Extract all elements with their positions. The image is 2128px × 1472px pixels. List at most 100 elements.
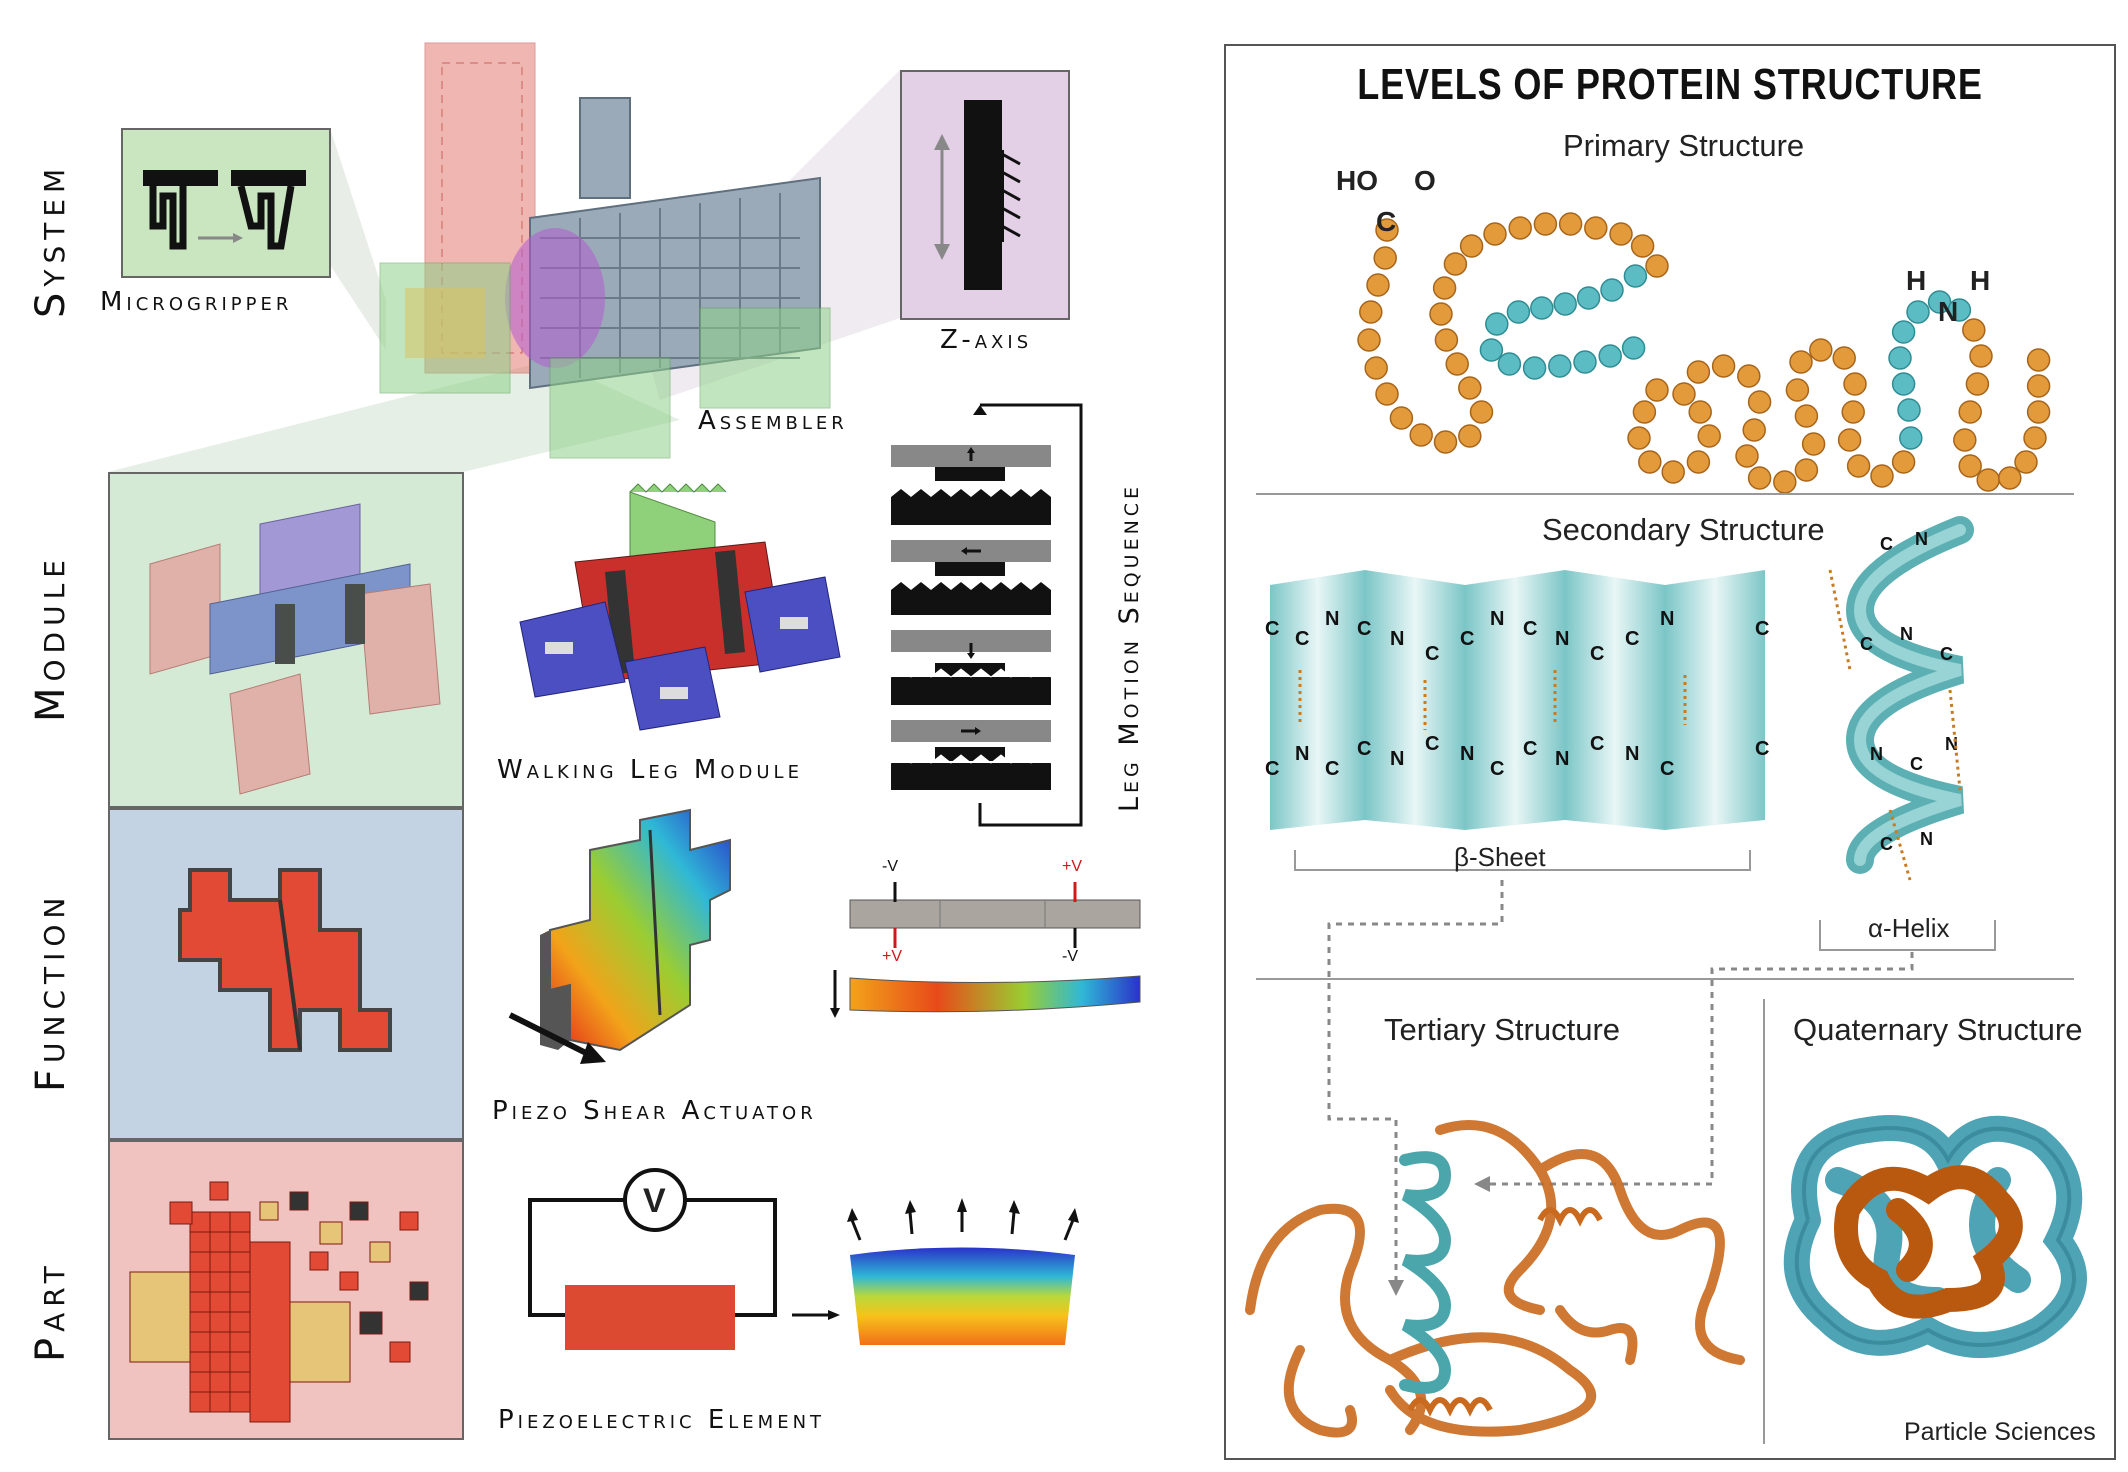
caption-microgripper: Microgripper xyxy=(100,287,293,317)
amino-acid-bead-teal xyxy=(1600,278,1624,302)
amino-acid-bead xyxy=(1661,460,1685,484)
caption-assembler: Assembler xyxy=(698,406,848,436)
tertiary-structure-ribbon xyxy=(1245,1120,1745,1438)
tertiary-structure-label: Tertiary Structure xyxy=(1384,1012,1621,1047)
amino-acid-bead-teal xyxy=(1888,346,1912,370)
amino-acid-bead xyxy=(1747,390,1772,414)
amino-acid-bead-teal xyxy=(1891,372,1916,396)
amino-acid-bead-teal xyxy=(1497,352,1522,376)
amino-acid-bead xyxy=(1645,254,1669,278)
svg-text:N: N xyxy=(1555,748,1569,770)
svg-text:C: C xyxy=(1940,644,1953,664)
svg-text:C: C xyxy=(1325,758,1339,780)
amino-acid-bead xyxy=(1962,318,1986,342)
amino-acid-bead xyxy=(1891,450,1916,474)
svg-text:N: N xyxy=(1625,743,1639,765)
amino-acid-bead-teal xyxy=(1576,286,1601,310)
amino-acid-bead-teal xyxy=(1548,354,1572,378)
carboxyl-o: O xyxy=(1414,165,1436,196)
amino-acid-bead-teal xyxy=(1479,338,1504,362)
amino-acid-bead xyxy=(1832,346,1856,370)
amino-acid-bead-teal xyxy=(1522,356,1547,380)
beta-sheet-label: β-Sheet xyxy=(1454,842,1546,872)
svg-text:N: N xyxy=(1390,748,1404,770)
protein-title: LEVELS OF PROTEIN STRUCTURE xyxy=(1357,60,1983,109)
carboxyl-ho: HO xyxy=(1336,165,1378,196)
secondary-structure-label: Secondary Structure xyxy=(1542,512,1825,547)
amino-acid-bead xyxy=(1843,372,1867,396)
svg-text:N: N xyxy=(1900,624,1913,644)
caption-walking-leg: Walking Leg Module xyxy=(497,755,803,785)
amino-acid-bead-teal xyxy=(1891,320,1916,344)
amino-acid-bead xyxy=(2014,450,2038,474)
svg-text:C: C xyxy=(1523,738,1537,760)
primary-structure-chain xyxy=(1357,212,2051,494)
amino-acid-bead xyxy=(1965,372,1990,396)
amino-acid-bead xyxy=(1409,423,1433,447)
zaxis-panel xyxy=(900,70,1070,320)
svg-text:C: C xyxy=(1295,628,1309,650)
label-plus-v-top: +V xyxy=(1062,858,1083,875)
amine-h1: H xyxy=(1906,265,1927,296)
assembler-illustration xyxy=(379,42,831,459)
amino-acid-bead xyxy=(1998,466,2022,490)
amino-acid-bead xyxy=(1794,458,1819,482)
amino-acid-bead xyxy=(1434,328,1459,352)
svg-text:C: C xyxy=(1357,618,1371,640)
amino-acid-bead xyxy=(1483,222,1507,246)
svg-text:N: N xyxy=(1390,628,1404,650)
svg-text:N: N xyxy=(1490,608,1504,630)
caption-piezo-shear: Piezo Shear Actuator xyxy=(492,1096,817,1126)
leg-step-3 xyxy=(890,630,1052,705)
svg-text:C: C xyxy=(1625,628,1639,650)
amino-acid-bead-teal xyxy=(1485,312,1509,336)
svg-text:C: C xyxy=(1880,534,1893,554)
amino-acid-bead xyxy=(1688,400,1712,424)
amino-acid-bead-teal xyxy=(1530,296,1554,320)
svg-text:C: C xyxy=(1860,634,1873,654)
caption-zaxis: Z-axis xyxy=(940,325,1033,355)
amino-acid-bead xyxy=(1958,400,1982,424)
piezoelectric-circuit xyxy=(528,1168,1079,1350)
svg-text:C: C xyxy=(1265,758,1279,780)
amino-acid-bead xyxy=(1508,216,1532,240)
module-illustration xyxy=(149,503,441,795)
amino-acid-bead-teal xyxy=(1927,290,1952,314)
svg-text:C: C xyxy=(1490,758,1504,780)
amino-acid-bead xyxy=(1801,432,1826,456)
amino-acid-bead xyxy=(1609,222,1633,246)
amino-acid-bead xyxy=(1672,382,1696,406)
svg-text:N: N xyxy=(1325,608,1339,630)
shear-deformation-diagram xyxy=(830,882,1141,1018)
amino-acid-bead xyxy=(1953,428,1977,452)
amino-acid-bead xyxy=(2026,374,2051,398)
amine-n: N xyxy=(1938,296,1959,327)
section-dividers xyxy=(1256,493,2074,1444)
amino-acid-bead xyxy=(1789,350,1813,374)
svg-text:C: C xyxy=(1590,643,1604,665)
amino-acid-bead xyxy=(1809,338,1833,362)
amino-acid-bead xyxy=(1357,328,1381,352)
amino-acid-bead-teal xyxy=(1573,350,1597,374)
amino-acid-bead xyxy=(1375,218,1399,242)
amino-acid-bead xyxy=(1443,252,1468,276)
quaternary-structure-label: Quaternary Structure xyxy=(1793,1012,2083,1047)
label-minus-v-bottom: -V xyxy=(1062,948,1078,965)
amino-acid-bead xyxy=(2026,348,2051,372)
amino-acid-bead xyxy=(1389,406,1414,430)
amino-acid-bead xyxy=(1969,344,1993,368)
microgripper-panel xyxy=(121,128,331,278)
svg-text:C: C xyxy=(1523,618,1537,640)
amino-acid-bead-teal xyxy=(1506,300,1531,324)
amino-acid-bead xyxy=(1366,273,1390,297)
beta-sheet-bracket xyxy=(1294,850,1751,871)
svg-text:N: N xyxy=(1920,829,1933,849)
caption-leg-motion: Leg Motion Sequence xyxy=(1114,482,1145,812)
amino-acid-bead xyxy=(1841,400,1865,424)
amino-acid-bead xyxy=(1794,404,1819,428)
amino-acid-bead xyxy=(1373,246,1397,270)
svg-text:C: C xyxy=(1755,618,1769,640)
amino-acid-bead xyxy=(1627,426,1651,450)
amino-acid-bead xyxy=(1432,276,1457,300)
